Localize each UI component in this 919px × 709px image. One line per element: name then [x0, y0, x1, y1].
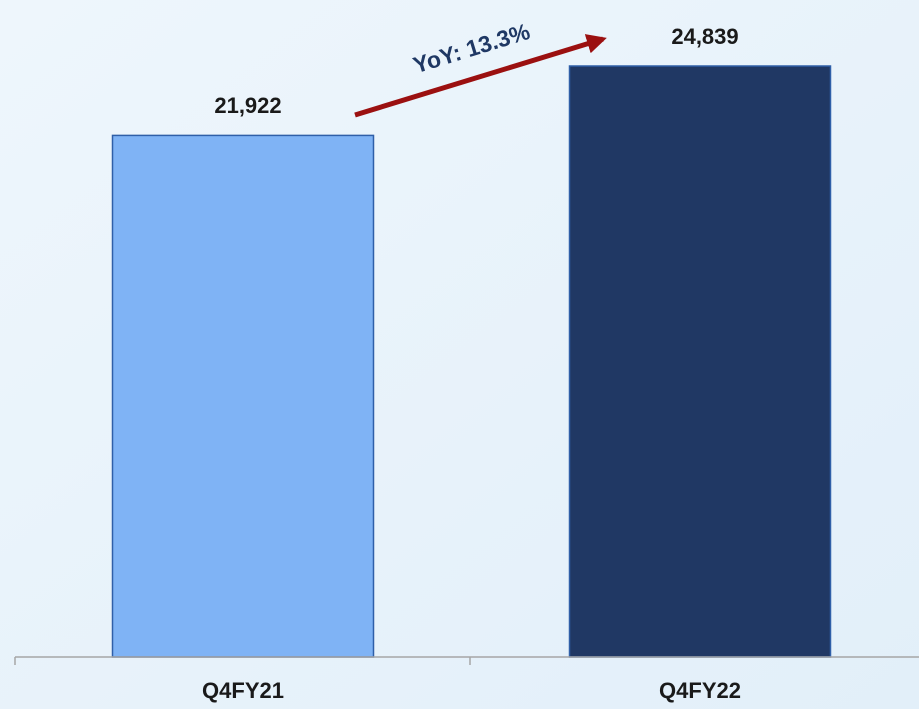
x-tick-label: Q4FY22: [659, 678, 741, 703]
yoy-arrow: [354, 34, 607, 118]
value-label: 21,922: [214, 93, 281, 118]
bar: [568, 65, 832, 658]
plot-area: 21,922 Q4FY21 24,839 Q4FY22: [111, 24, 832, 703]
x-tick-label: Q4FY21: [202, 678, 284, 703]
bar: [111, 134, 375, 658]
value-label: 24,839: [671, 24, 738, 49]
